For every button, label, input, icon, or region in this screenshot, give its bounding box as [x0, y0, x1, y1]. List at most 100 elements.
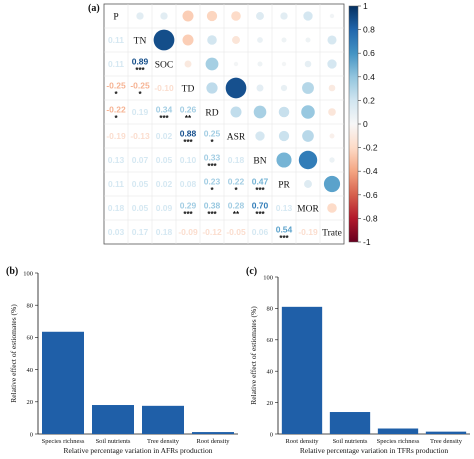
coef-label: 0.19 — [132, 107, 149, 117]
bar-species-richness — [42, 331, 84, 434]
coef-label: 0.18 — [108, 203, 125, 213]
x-axis-title: Relative percentage variation in AFRs pr… — [64, 446, 213, 455]
correlation-circle — [206, 10, 218, 22]
bar-chart-afrs-panel: (b) 0 20 40 60 80 100 Species richness Soil nut… — [6, 266, 238, 455]
significance-stars: *** — [255, 186, 265, 195]
bar-soil-nutrients — [329, 412, 371, 434]
coef-label: 0.09 — [156, 203, 173, 213]
y-tick-label: 80 — [267, 306, 274, 313]
coef-label: -0.10 — [154, 83, 174, 93]
correlation-circle — [184, 60, 192, 68]
significance-stars: * — [234, 186, 238, 195]
correlation-circle — [255, 131, 265, 141]
y-tick-label: 0 — [270, 431, 273, 438]
correlation-circle — [328, 108, 336, 116]
correlation-circle — [232, 36, 240, 44]
coef-label: 0.13 — [108, 155, 125, 165]
variable-label-bn: BN — [253, 157, 266, 167]
coef-label: 0.38 — [204, 201, 221, 211]
coef-label: 0.70 — [252, 201, 269, 211]
correlation-circle — [280, 84, 288, 92]
colorbar-tick-label: -0.4 — [363, 166, 378, 176]
colorbar-tick-label: 0.4 — [363, 72, 375, 82]
significance-stars: *** — [183, 138, 193, 147]
coef-label: 0.05 — [132, 203, 149, 213]
coef-label: 0.22 — [228, 177, 245, 187]
x-category-label: Tree density — [147, 438, 180, 445]
bar-soil-nutrients — [92, 405, 134, 434]
variable-label-rd: RD — [205, 109, 218, 119]
correlation-circle — [233, 61, 239, 67]
variable-label-soc: SOC — [155, 61, 173, 71]
correlation-circle — [323, 175, 341, 193]
coef-label: 0.13 — [276, 203, 293, 213]
correlation-circle — [327, 203, 337, 213]
correlation-circle — [281, 37, 287, 43]
x-category-label: Root density — [285, 438, 319, 445]
coef-label: -0.19 — [298, 227, 318, 237]
correlation-circle — [329, 133, 335, 139]
correlation-circle — [253, 105, 267, 119]
coef-label: 0.33 — [204, 153, 221, 163]
y-tick-label: 100 — [263, 274, 273, 281]
coef-label: -0.05 — [226, 227, 246, 237]
variable-label-td: TD — [182, 85, 195, 95]
correlation-circle — [231, 11, 241, 21]
variable-label-asr: ASR — [227, 133, 246, 143]
correlation-circle — [207, 35, 217, 45]
coef-label: 0.47 — [252, 177, 269, 187]
correlation-circle — [225, 77, 247, 99]
bar-species-richness — [377, 428, 419, 434]
coef-label: 0.07 — [132, 155, 149, 165]
coef-label: -0.19 — [106, 131, 126, 141]
coef-label: 0.06 — [252, 227, 269, 237]
coef-label: 0.25 — [204, 129, 221, 139]
variable-label-pr: PR — [278, 181, 290, 191]
colorbar-tick-label: 0 — [363, 119, 368, 129]
correlation-circle — [182, 10, 194, 22]
coef-label: 0.11 — [108, 179, 124, 189]
coef-label: 0.54 — [276, 225, 293, 235]
correlation-circle — [276, 152, 292, 168]
y-tick-label: 20 — [27, 399, 34, 406]
y-axis-title: Relative effect of estiomates (%) — [249, 306, 258, 405]
correlation-circle — [153, 29, 175, 51]
coef-label: 0.05 — [132, 179, 149, 189]
correlation-circle — [256, 12, 264, 20]
x-category-label: Soil nutrients — [96, 438, 131, 445]
correlation-circle — [182, 34, 194, 46]
bar-chart-tfrs-panel: (c) 0 20 40 60 80 100 Root density Soil nutrien… — [246, 266, 470, 455]
variable-label-tn: TN — [134, 37, 147, 47]
coef-label: 0.02 — [156, 179, 173, 189]
bar-tree-density — [142, 405, 184, 434]
colorbar-tick-label: -0.2 — [363, 143, 378, 153]
correlation-circle — [304, 180, 312, 188]
coef-label: 0.02 — [156, 131, 173, 141]
coef-label: 0.26 — [180, 105, 197, 115]
y-tick-label: 20 — [267, 400, 274, 407]
correlation-circle — [329, 157, 335, 163]
coef-label: 0.10 — [180, 155, 197, 165]
correlation-circle — [160, 12, 168, 20]
colorbar-tick-label: 0.8 — [363, 25, 375, 35]
coef-label: -0.09 — [178, 227, 198, 237]
correlation-circle — [206, 82, 218, 94]
correlation-circle — [257, 37, 263, 43]
correlation-circle — [329, 13, 335, 19]
y-tick-label: 60 — [267, 337, 274, 344]
coef-label: 0.03 — [108, 227, 125, 237]
colorbar-tick-label: -0.6 — [363, 190, 378, 200]
correlation-circle — [256, 84, 264, 92]
coef-label: 0.18 — [156, 227, 173, 237]
colorbar-tick-label: 0.6 — [363, 48, 375, 58]
significance-stars: * — [114, 90, 118, 99]
correlation-circle — [302, 82, 314, 94]
significance-stars: *** — [207, 210, 217, 219]
correlation-matrix-panel: (a) P TN SOC TD RD ASR BN PR MOR Trate 0.11 0.11 0.8… — [88, 1, 378, 247]
significance-stars: *** — [279, 234, 289, 243]
coef-label: 0.05 — [156, 155, 173, 165]
significance-stars: *** — [135, 66, 145, 75]
coef-label: 0.29 — [180, 201, 197, 211]
coef-label: 0.88 — [180, 129, 197, 139]
bar-tree-density — [425, 431, 467, 434]
